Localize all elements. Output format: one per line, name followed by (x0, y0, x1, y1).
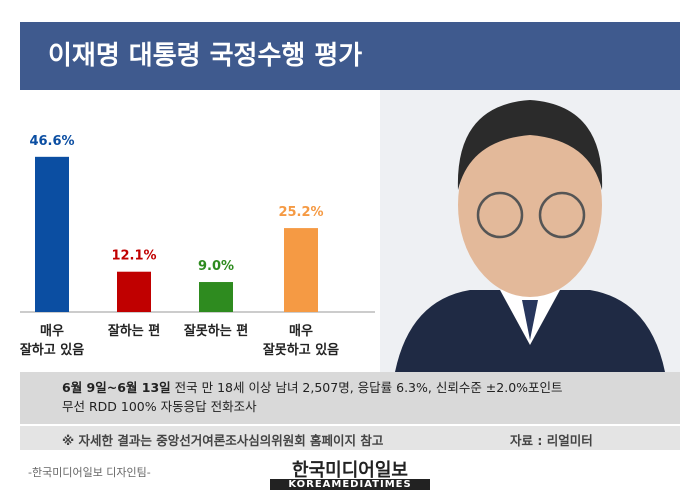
chart: 46.6% 12.1% 9.0% 25.2% (20, 90, 680, 372)
category-label: 잘하는 편 (107, 324, 161, 339)
value-label: 12.1% (111, 249, 156, 264)
glasses (538, 191, 586, 239)
credit: -한국미디어일보 디자인팀- (28, 466, 151, 479)
notes-band (20, 426, 680, 450)
value-label: 25.2% (278, 205, 323, 220)
category-label: 매우 잘하고 있음 (19, 324, 85, 358)
survey-band (20, 372, 680, 424)
portrait (380, 90, 680, 372)
glasses (476, 191, 524, 239)
chart-title: 이재명 대통령 국정수행 평가 (20, 22, 680, 90)
face (458, 113, 602, 297)
logo-korean: 한국미디어일보 (292, 460, 408, 481)
survey-info: 6월 9일~6월 13일 전국 만 18세 이상 남녀 2,507명, 응답률 … (62, 378, 682, 416)
value-label: 46.6% (29, 134, 74, 149)
tie (522, 300, 538, 340)
value-label: 9.0% (198, 259, 234, 274)
bar (117, 271, 151, 312)
bar (35, 156, 69, 312)
survey-details: 전국 만 18세 이상 남녀 2,507명, 응답률 6.3%, 신뢰수준 ±2… (62, 380, 563, 414)
logo-english: KOREAMEDIATIMES (270, 479, 430, 490)
hair (457, 100, 603, 190)
reference-note: ※ 자세한 결과는 중앙선거여론조사심의위원회 홈페이지 참고 (62, 433, 384, 448)
survey-period: 6월 9일~6월 13일 (62, 380, 171, 395)
category-label: 잘못하는 편 (183, 324, 249, 339)
source-note: 자료 : 리얼미터 (510, 433, 593, 448)
category-label: 매우 잘못하고 있음 (262, 324, 340, 358)
bar (284, 228, 318, 312)
bar (199, 282, 233, 312)
